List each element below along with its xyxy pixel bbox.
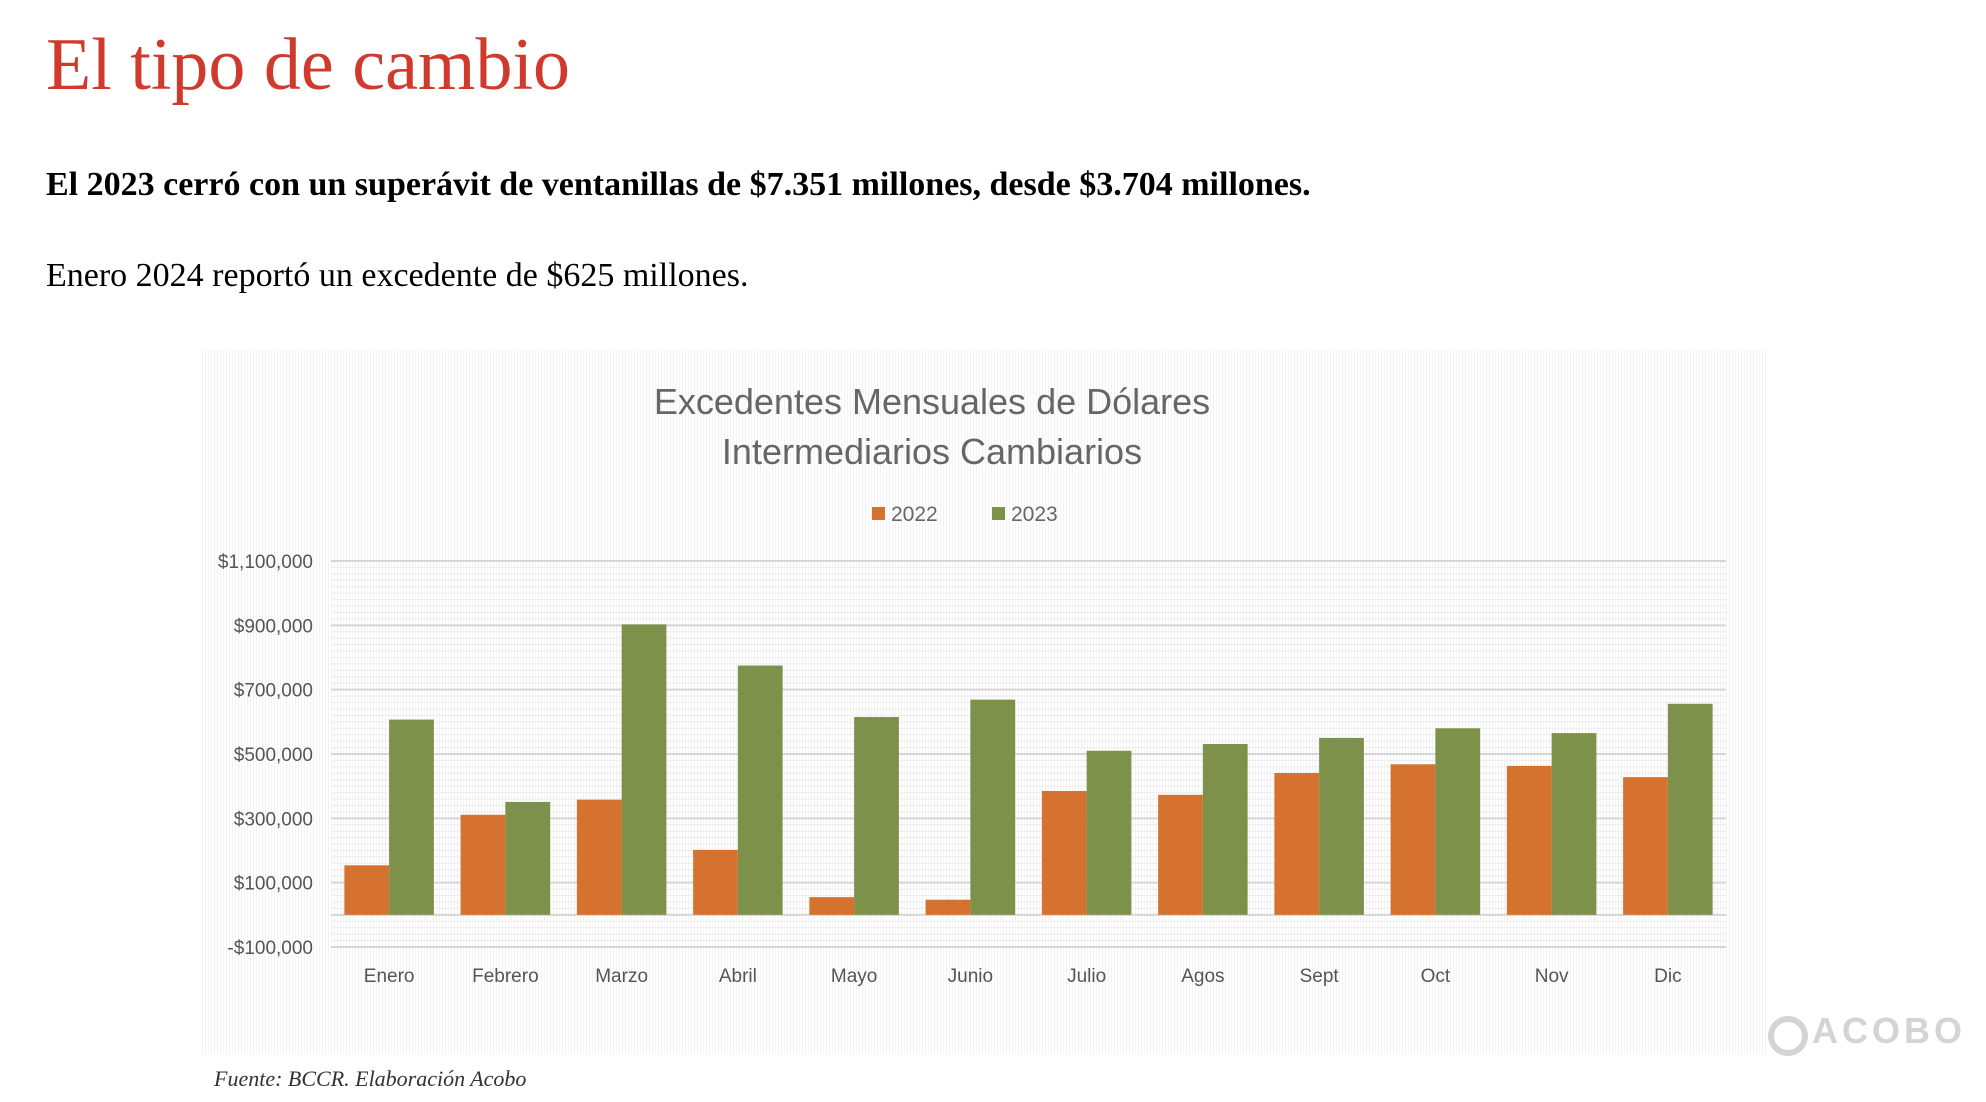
bar-2023-sept (1319, 737, 1364, 915)
x-tick-label: Enero (364, 966, 415, 987)
x-tick-label: Nov (1535, 966, 1569, 987)
bar-2022-marzo (576, 799, 622, 915)
page-title: El tipo de cambio (46, 24, 571, 106)
acobo-logo: ACOBO (1760, 1010, 1966, 1052)
bar-2023-abril (737, 665, 783, 915)
x-tick-label: Marzo (595, 966, 648, 987)
x-tick-label: Abril (719, 966, 757, 987)
bar-2022-enero (344, 865, 390, 915)
bar-2022-nov (1506, 765, 1552, 915)
y-tick-label: $500,000 (234, 745, 313, 766)
legend-label: 2022 (891, 503, 938, 526)
acobo-logo-icon (1768, 1016, 1808, 1056)
bar-2023-enero (389, 719, 434, 915)
x-tick-label: Dic (1654, 966, 1681, 987)
x-tick-label: Junio (948, 966, 993, 987)
y-tick-label: -$100,000 (227, 938, 313, 959)
gridlines (331, 560, 1726, 948)
bar-2023-marzo (621, 624, 667, 915)
logo-text: ACOBO (1812, 1010, 1966, 1051)
legend-swatch-2023 (992, 507, 1005, 520)
x-tick-label: Agos (1181, 966, 1224, 987)
y-tick-label: $700,000 (234, 681, 313, 702)
source-note: Fuente: BCCR. Elaboración Acobo (214, 1066, 527, 1091)
bar-2022-oct (1390, 764, 1436, 915)
bar-2023-mayo (854, 717, 899, 915)
bar-2023-agos (1202, 744, 1248, 915)
bar-2022-agos (1158, 794, 1203, 915)
y-tick-label: $100,000 (234, 874, 313, 895)
y-tick-label: $300,000 (234, 809, 313, 830)
chart-title: Excedentes Mensuales de Dólares (654, 381, 1210, 422)
bar-2022-junio (925, 899, 971, 915)
bar-2023-nov (1551, 733, 1597, 915)
x-axis-ticks: Enero Febrero Marzo Abril Mayo Junio Julio Agos… (364, 966, 1682, 987)
bar-2023-junio (970, 699, 1016, 915)
bars (344, 624, 1713, 915)
bar-2022-abril (693, 849, 738, 915)
bar-2023-febrero (505, 801, 551, 915)
legend: 2022 2023 (872, 503, 1058, 526)
legend-label: 2023 (1011, 503, 1058, 526)
chart-subtitle: Intermediarios Cambiarios (722, 431, 1142, 472)
bar-2023-oct (1435, 728, 1481, 915)
bar-2023-julio (1086, 750, 1132, 915)
bar-2022-julio (1041, 790, 1087, 915)
subline: Enero 2024 reportó un excedente de $625 … (46, 257, 749, 294)
y-tick-label: $1,100,000 (218, 552, 313, 573)
x-tick-label: Oct (1421, 966, 1451, 987)
y-tick-label: $900,000 (234, 616, 313, 637)
bar-2023-dic (1667, 703, 1713, 915)
x-tick-label: Sept (1300, 966, 1340, 987)
x-tick-label: Julio (1067, 966, 1106, 987)
x-tick-label: Mayo (831, 966, 877, 987)
bar-2022-febrero (460, 814, 506, 915)
x-tick-label: Febrero (472, 966, 539, 987)
y-axis-ticks: -$100,000 $100,000 $300,000 $500,000 $700,00… (218, 552, 313, 959)
bar-2022-mayo (809, 897, 855, 915)
legend-swatch-2022 (872, 507, 885, 520)
bar-2022-sept (1274, 772, 1320, 915)
headline: El 2023 cerró con un superávit de ventan… (46, 166, 1311, 203)
bar-2022-dic (1623, 777, 1668, 915)
